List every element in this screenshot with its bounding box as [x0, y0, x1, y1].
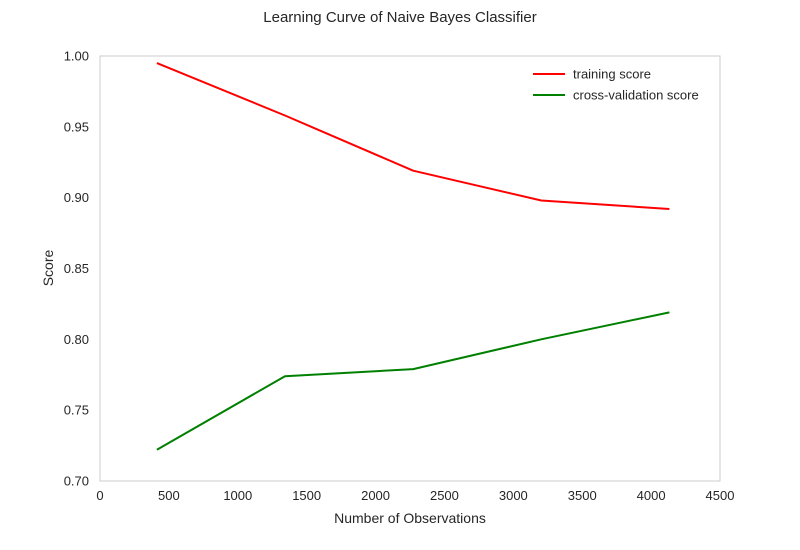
y-tick-label: 0.80: [64, 332, 89, 347]
y-tick-label: 0.70: [64, 474, 89, 489]
x-tick-label: 500: [158, 488, 180, 503]
y-axis-label: Score: [40, 250, 56, 287]
x-tick-label: 4500: [706, 488, 735, 503]
x-tick-label: 1000: [223, 488, 252, 503]
x-tick-label: 3500: [568, 488, 597, 503]
x-tick-label: 4000: [637, 488, 666, 503]
legend-label: training score: [573, 67, 651, 82]
plot-frame: [99, 55, 721, 482]
y-tick-label: 0.95: [64, 119, 89, 134]
y-tick-label: 0.90: [64, 190, 89, 205]
series-line-cross-validation-score: [156, 311, 670, 451]
y-tick-label: 0.75: [64, 403, 89, 418]
x-tick-label: 0: [96, 488, 103, 503]
y-tick-label: 0.85: [64, 261, 89, 276]
x-tick-label: 2000: [361, 488, 390, 503]
x-tick-label: 2500: [430, 488, 459, 503]
x-axis-label: Number of Observations: [334, 510, 486, 526]
x-tick-label: 3000: [499, 488, 528, 503]
x-tick-label: 1500: [292, 488, 321, 503]
legend-label: cross-validation score: [573, 88, 699, 103]
chart-title: Learning Curve of Naive Bayes Classifier: [263, 9, 536, 26]
y-tick-label: 1.00: [64, 49, 89, 64]
plot-area: 0 500 1000 1500 2000 2500 3000 3500 4000 4500 0.70…: [64, 49, 735, 504]
series-line-training-score: [156, 62, 670, 210]
